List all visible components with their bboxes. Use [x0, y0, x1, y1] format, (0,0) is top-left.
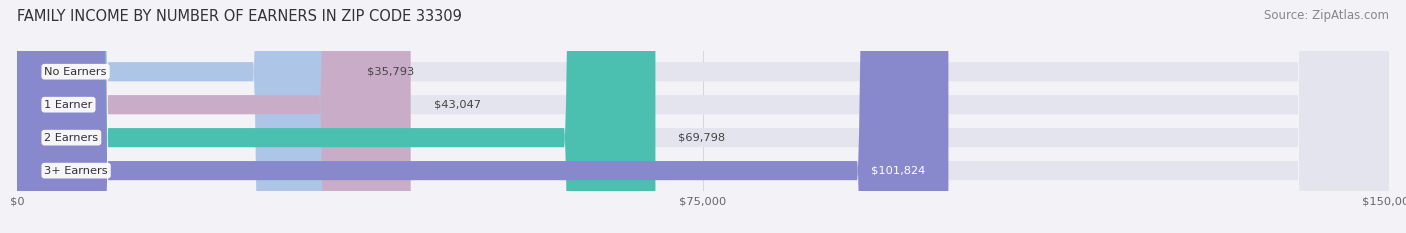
Text: $43,047: $43,047 — [433, 100, 481, 110]
Text: $69,798: $69,798 — [678, 133, 725, 143]
FancyBboxPatch shape — [17, 0, 1389, 233]
Text: $35,793: $35,793 — [367, 67, 415, 77]
FancyBboxPatch shape — [17, 0, 1389, 233]
Text: No Earners: No Earners — [45, 67, 107, 77]
Text: $101,824: $101,824 — [872, 166, 925, 176]
Text: 1 Earner: 1 Earner — [45, 100, 93, 110]
FancyBboxPatch shape — [17, 0, 949, 233]
Text: Source: ZipAtlas.com: Source: ZipAtlas.com — [1264, 9, 1389, 22]
Text: FAMILY INCOME BY NUMBER OF EARNERS IN ZIP CODE 33309: FAMILY INCOME BY NUMBER OF EARNERS IN ZI… — [17, 9, 461, 24]
Text: 3+ Earners: 3+ Earners — [45, 166, 108, 176]
FancyBboxPatch shape — [17, 0, 344, 233]
FancyBboxPatch shape — [17, 0, 655, 233]
FancyBboxPatch shape — [17, 0, 411, 233]
FancyBboxPatch shape — [17, 0, 1389, 233]
Text: 2 Earners: 2 Earners — [45, 133, 98, 143]
FancyBboxPatch shape — [17, 0, 1389, 233]
